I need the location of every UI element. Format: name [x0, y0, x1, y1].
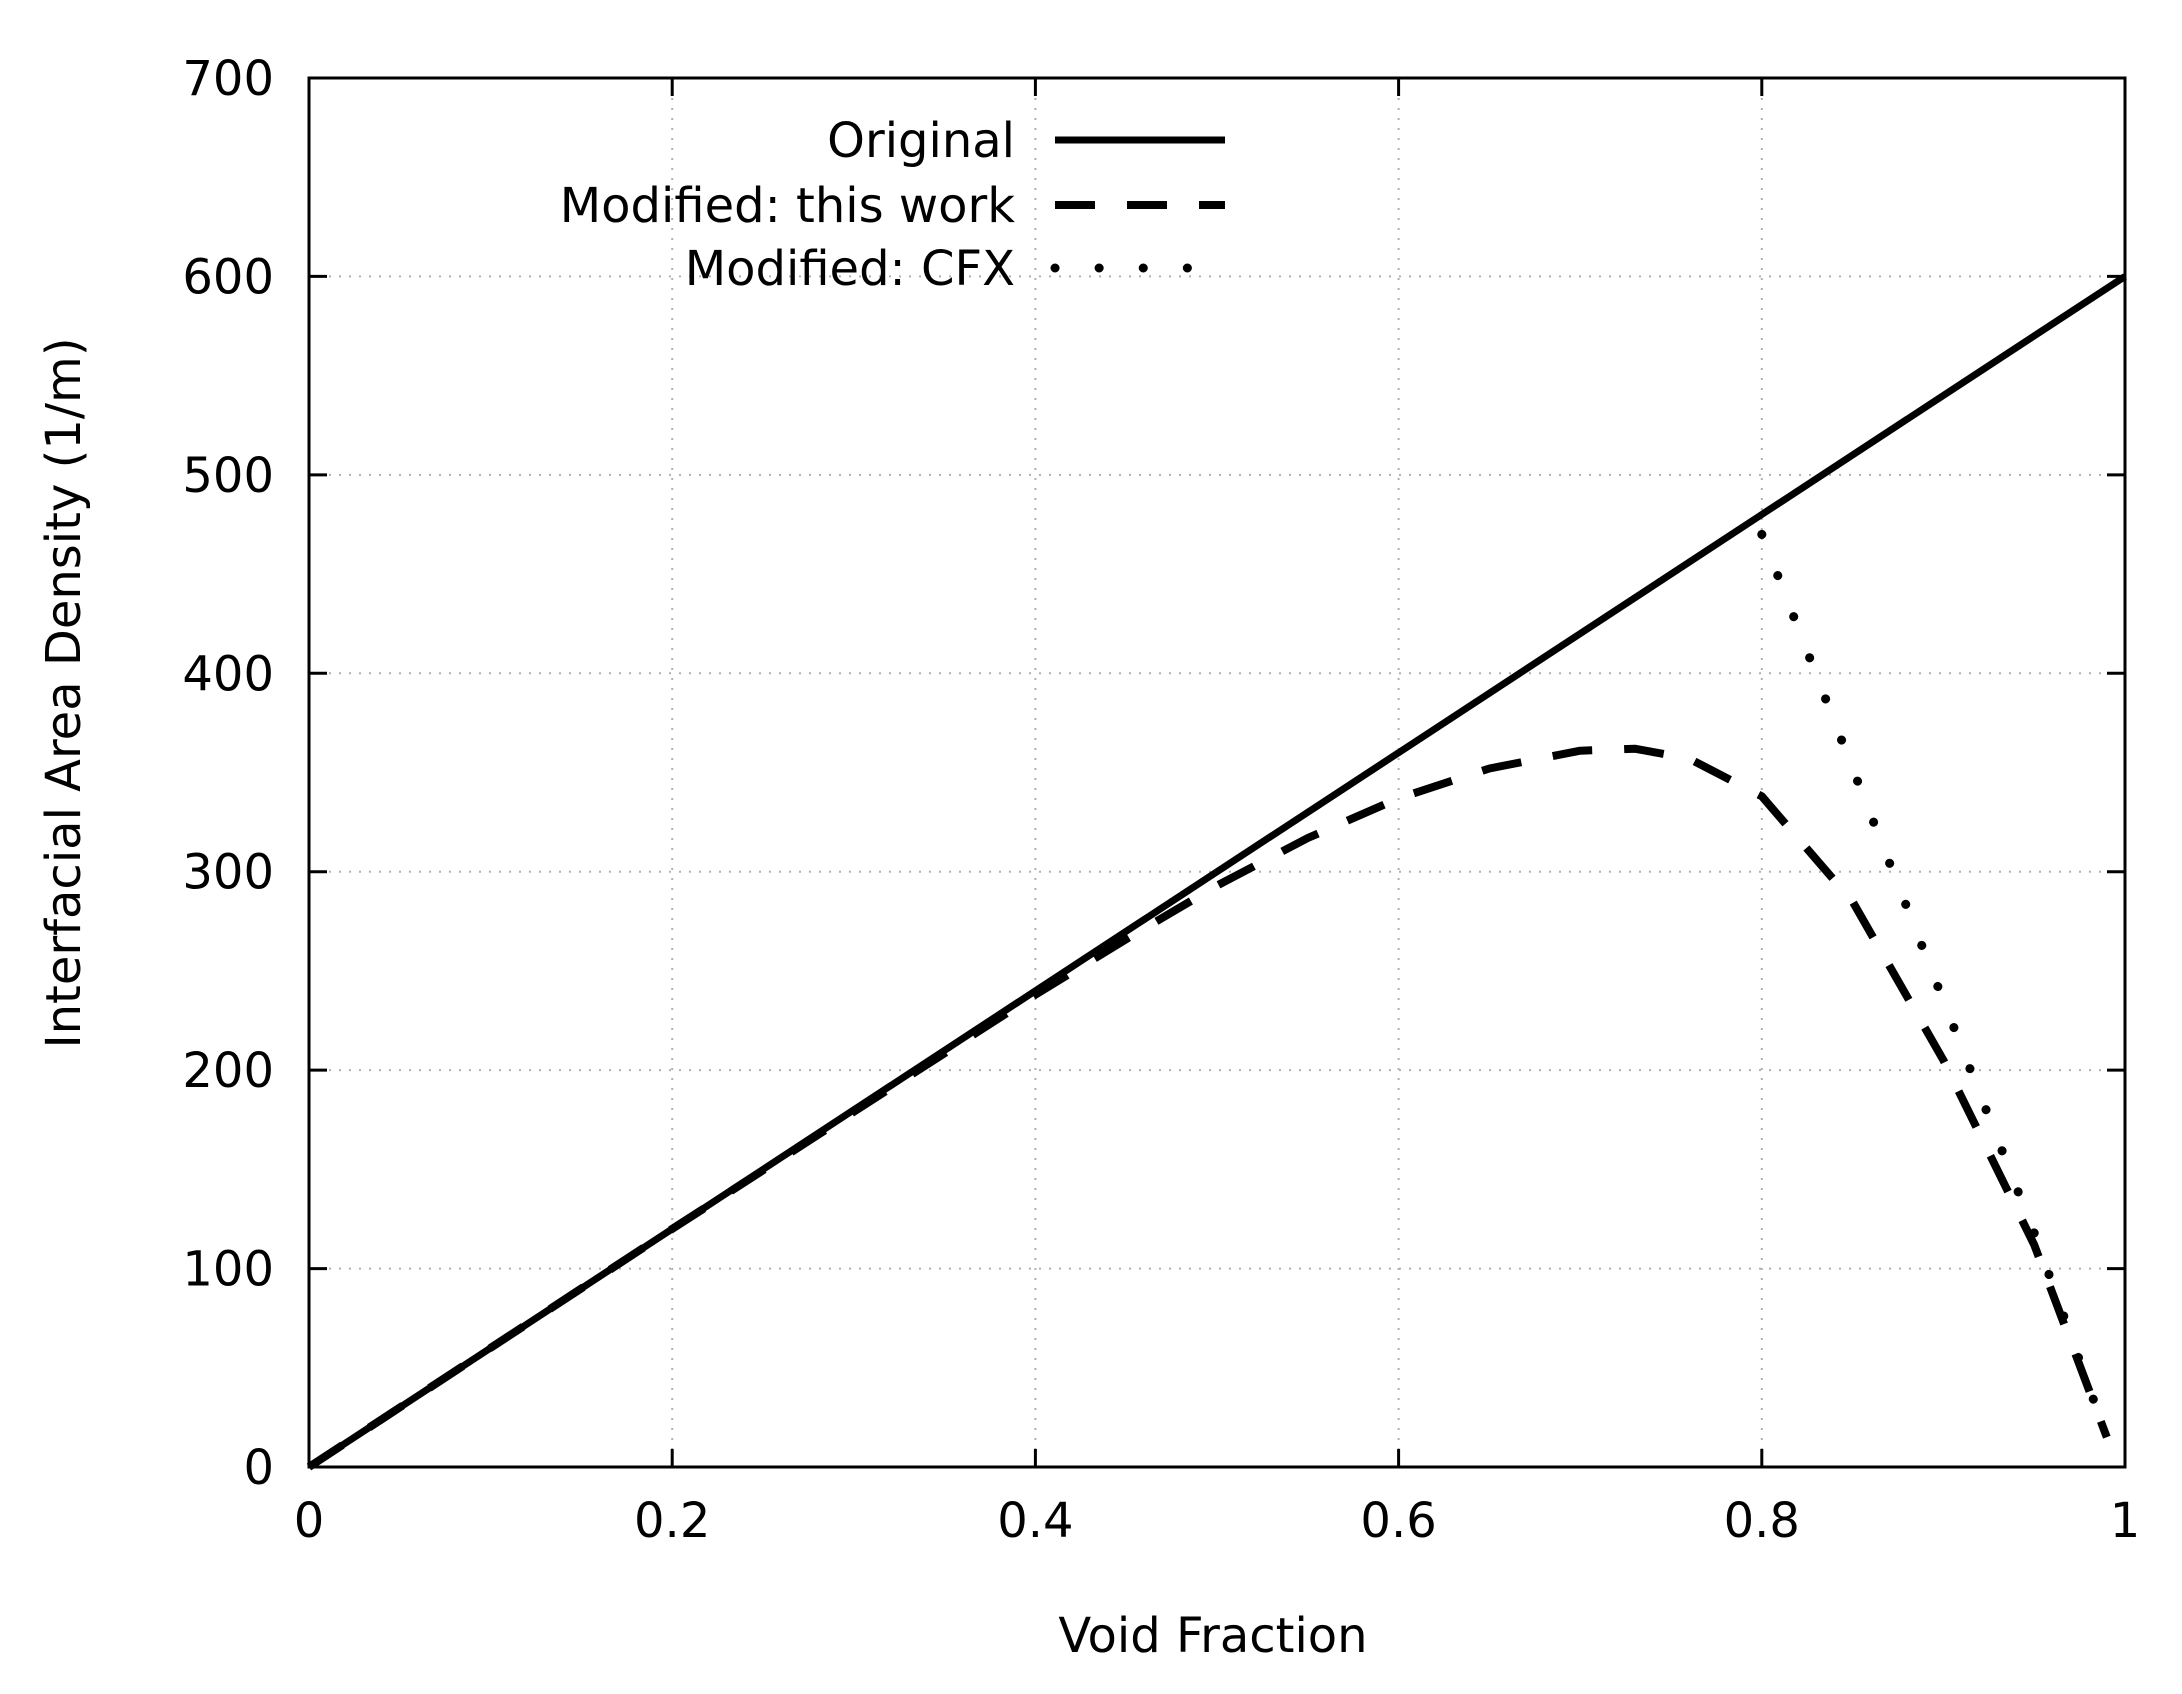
x-tick-label: 0.2	[634, 1493, 710, 1549]
series-layer	[306, 273, 2127, 1471]
y-tick-label: 600	[182, 249, 274, 305]
axes-layer: 0 0.2 0.4 0.6 0.8 1 0 100 200 300 400 500 600 700	[182, 51, 2140, 1549]
legend-label-modified-cfx: Modified: CFX	[685, 241, 1015, 297]
x-tick-label: 0.4	[997, 1493, 1073, 1549]
legend-label-original: Original	[827, 113, 1015, 169]
plot-frame	[307, 76, 2127, 1469]
x-tick-label: 0.8	[1724, 1493, 1800, 1549]
y-tick-label: 400	[182, 646, 274, 702]
y-tick-label: 200	[182, 1043, 274, 1099]
y-axis-label: Interfacial Area Density (1/m)	[36, 337, 92, 1048]
legend-label-modified-this-work: Modified: this work	[560, 178, 1015, 234]
x-axis-label: Void Fraction	[1058, 1608, 1367, 1664]
x-tick-label: 0.6	[1360, 1493, 1436, 1549]
grid-layer	[309, 78, 2125, 1467]
y-tick-label: 100	[182, 1242, 274, 1298]
y-tick-label: 700	[182, 51, 274, 107]
series-line-modified-this-work	[306, 744, 2111, 1471]
y-tick-label: 300	[182, 845, 274, 901]
x-tick-label: 1	[2110, 1493, 2141, 1549]
x-tick-label: 0	[294, 1493, 325, 1549]
y-tick-label: 500	[182, 448, 274, 504]
legend: Original Modified: this work Modified: CFX	[560, 113, 1230, 297]
y-tick-label: 0	[243, 1440, 274, 1496]
